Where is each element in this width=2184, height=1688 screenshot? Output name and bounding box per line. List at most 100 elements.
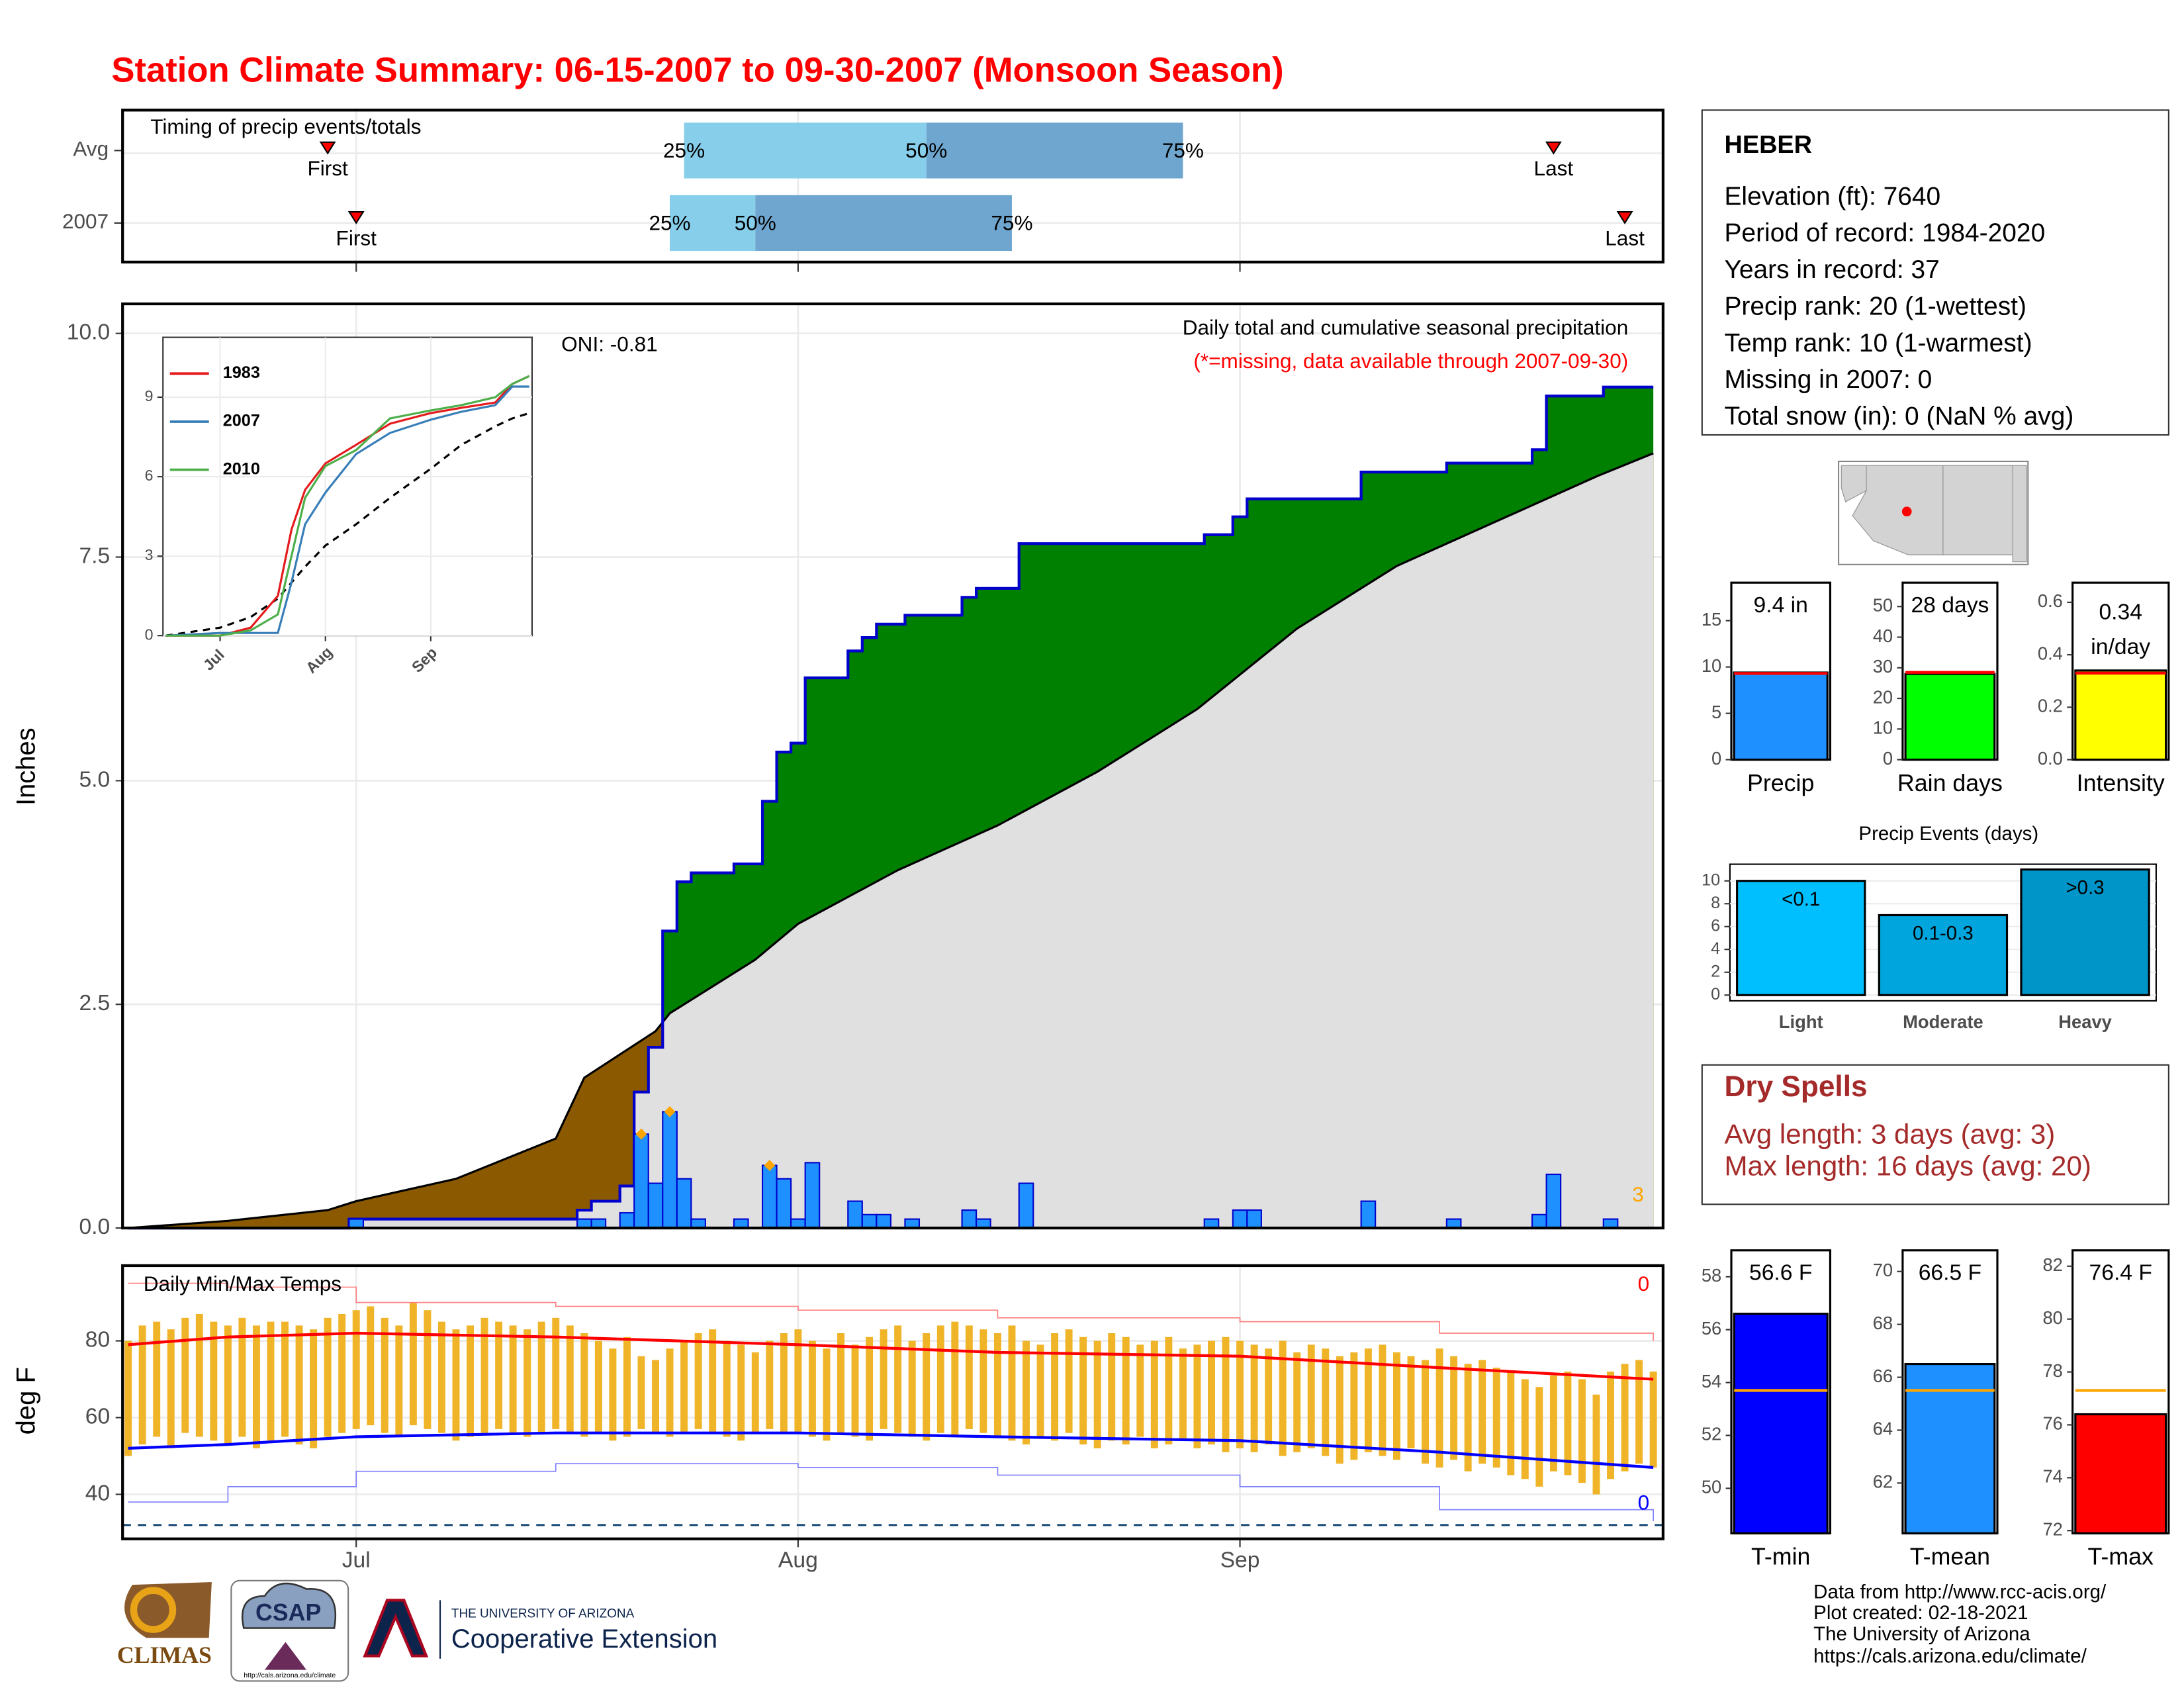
mini-y-tick-label: 54 xyxy=(1702,1371,1721,1391)
event-marker xyxy=(347,211,365,224)
temp-range-bar xyxy=(1521,1379,1529,1479)
temp-range-bar xyxy=(580,1333,588,1437)
record-max-line xyxy=(128,1282,1654,1341)
temp-range-bar xyxy=(1108,1333,1116,1441)
legend-label: 2010 xyxy=(223,459,260,478)
event-label: Last xyxy=(1534,156,1574,180)
daily-precip-bar xyxy=(1018,1182,1034,1229)
station-line: Missing in 2007: 0 xyxy=(1724,365,1932,394)
mini-y-tick-label: 4 xyxy=(1711,939,1720,958)
climas-logo: CLIMAS xyxy=(117,1642,212,1668)
inset-y-tick-label: 0 xyxy=(145,626,154,643)
record-min-line xyxy=(128,1463,1654,1522)
mini-y-tick-label: 50 xyxy=(1702,1477,1721,1497)
common-area xyxy=(128,453,1654,1229)
page-title: Station Climate Summary: 06-15-2007 to 0… xyxy=(111,50,1283,89)
temp-range-bar xyxy=(623,1336,631,1437)
inset-bg xyxy=(162,336,533,637)
locator-map xyxy=(1838,460,2029,565)
temp-range-bar xyxy=(908,1340,916,1437)
mini-y-tick-label: 0.4 xyxy=(2038,643,2063,663)
temp-range-bar xyxy=(1492,1368,1500,1468)
event-category: Light xyxy=(1779,1011,1823,1032)
temp-range-bar xyxy=(352,1310,360,1429)
mini-y-tick-label: 80 xyxy=(2042,1307,2062,1328)
mini-y-tick-label: 78 xyxy=(2042,1360,2062,1381)
mini-y-tick-label: 0 xyxy=(1711,985,1720,1004)
temp-range-bar xyxy=(1549,1375,1557,1472)
average-cumulative-line xyxy=(128,452,1654,1229)
csap-cloud xyxy=(241,1582,337,1629)
temp-range-bar xyxy=(310,1329,318,1448)
inset-y-tick-label: 6 xyxy=(145,467,154,484)
temp-range-bar xyxy=(552,1317,560,1429)
value-label-line: 0.34 xyxy=(2099,600,2142,624)
y-axis-title: Inches xyxy=(12,727,41,806)
row-label: Avg xyxy=(73,137,109,161)
csap-mountain xyxy=(264,1642,307,1670)
station-line: Period of record: 1984-2020 xyxy=(1724,219,2045,248)
event-label: First xyxy=(336,226,377,250)
mini-y-tick-label: 6 xyxy=(1711,916,1720,935)
chart-subtitle: (*=missing, data available through 2007-… xyxy=(1193,349,1628,373)
record-low-count: 0 xyxy=(1638,1490,1650,1514)
temp-range-bar xyxy=(1036,1344,1044,1437)
quantile-label: 25% xyxy=(649,211,690,234)
daily-precip-bar xyxy=(662,1111,678,1229)
mini-y-tick-label: 82 xyxy=(2042,1254,2062,1275)
temp-range-bar xyxy=(281,1321,289,1437)
temp-range-bar xyxy=(780,1333,788,1433)
temp-range-bar xyxy=(1051,1333,1059,1441)
panel-frame xyxy=(121,1264,1664,1540)
value-label: 28 days xyxy=(1911,593,1989,618)
temp-range-bar xyxy=(808,1340,816,1437)
temp-range-bar xyxy=(195,1314,203,1437)
temp-range-bar xyxy=(1222,1336,1230,1452)
temp-range-bar xyxy=(467,1325,474,1437)
temp-range-bar xyxy=(167,1329,175,1448)
normal-max-line xyxy=(128,1331,1654,1381)
temp-range-bar xyxy=(951,1321,959,1437)
temp-range-bar xyxy=(153,1321,161,1437)
temp-range-bar xyxy=(936,1325,944,1433)
mini-y-tick-label: 30 xyxy=(1873,656,1893,677)
mini-y-tick-label: 56 xyxy=(1702,1318,1721,1338)
station-line: Precip rank: 20 (1-wettest) xyxy=(1724,292,2026,320)
temp-range-bar xyxy=(1621,1364,1629,1472)
mini-y-tick-label: 68 xyxy=(1873,1313,1893,1333)
y-tick-label: 80 xyxy=(85,1327,110,1352)
temp-range-bar xyxy=(979,1329,987,1433)
mini-y-tick-label: 20 xyxy=(1873,686,1893,707)
temp-range-bar xyxy=(709,1329,717,1433)
temp-range-bar xyxy=(1136,1344,1144,1437)
panel-frame xyxy=(121,302,1664,1230)
mini-y-tick-label: 0.0 xyxy=(2038,748,2063,769)
mini-y-tick-label: 0 xyxy=(1711,748,1721,769)
event-label: First xyxy=(307,156,348,180)
mini-bar xyxy=(1878,914,2009,996)
daily-precip-bar xyxy=(676,1178,692,1229)
temp-range-bar xyxy=(537,1321,545,1433)
mini-y-tick-label: 64 xyxy=(1873,1419,1893,1439)
footer-line: https://cals.arizona.edu/climate/ xyxy=(1813,1645,2087,1667)
temp-range-bar xyxy=(1578,1379,1586,1483)
temp-range-bar xyxy=(1592,1394,1600,1495)
event-label: Last xyxy=(1605,226,1645,250)
daily-precip-bar xyxy=(776,1178,792,1229)
daily-precip-bar xyxy=(804,1162,821,1229)
map-state xyxy=(1841,465,1867,502)
daily-precip-bar xyxy=(1246,1209,1262,1229)
value-label: 76.4 F xyxy=(2089,1260,2152,1285)
temp-range-bar xyxy=(1322,1348,1330,1456)
temp-range-bar xyxy=(1407,1356,1415,1448)
daily-precip-bar xyxy=(961,1209,978,1229)
temp-range-bar xyxy=(1564,1371,1572,1476)
mini-bar xyxy=(1904,1363,1996,1534)
quantile-label: 50% xyxy=(735,211,776,234)
temp-range-bar xyxy=(751,1352,759,1433)
temp-range-bar xyxy=(381,1317,388,1433)
temp-range-bar xyxy=(1193,1344,1201,1448)
mini-bar xyxy=(1904,673,1996,761)
temp-range-bar xyxy=(823,1348,831,1441)
coop-text: Cooperative Extension xyxy=(451,1624,717,1654)
